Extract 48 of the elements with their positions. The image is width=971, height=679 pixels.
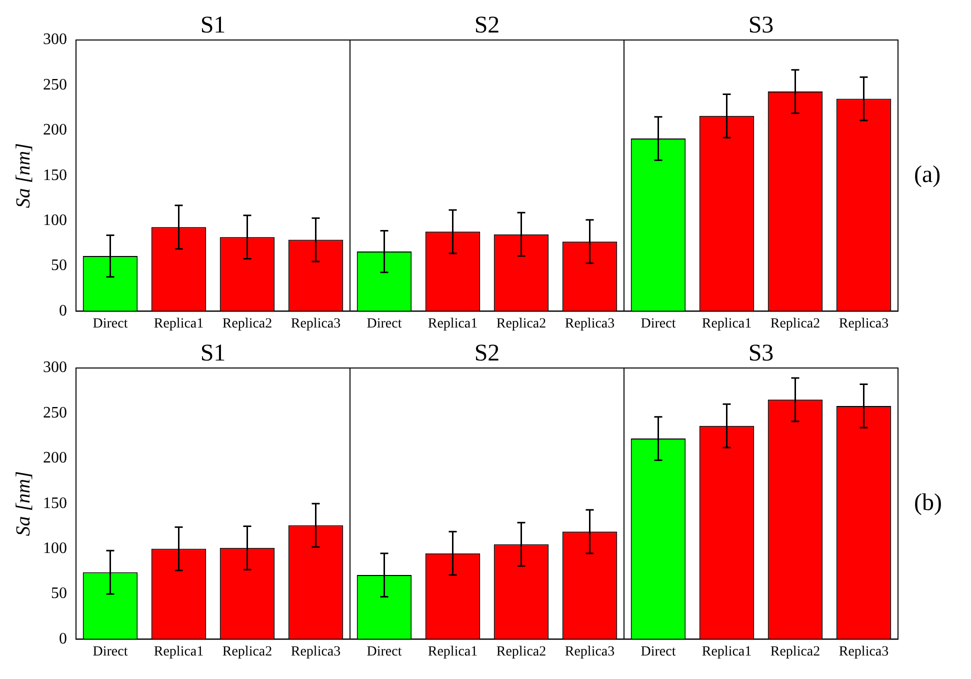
x-tick-label: Replica2 [770,316,820,332]
y-tick-label: 100 [43,212,67,230]
y-tick-label: 50 [51,585,67,602]
x-tick-label: Replica3 [290,644,341,660]
x-tick-label: Direct [92,316,128,332]
text: S2 [474,12,500,38]
y-tick-label: 100 [43,540,67,558]
x-tick-label: Replica1 [702,644,752,660]
x-tick-label: Replica2 [222,316,272,332]
x-tick-label: Replica3 [838,316,889,332]
y-tick-label: 200 [43,450,67,467]
y-tick-label: 150 [43,494,67,512]
x-tick-label: Replica1 [154,644,204,660]
x-tick-label: Replica2 [222,644,272,660]
x-tick-label: Replica2 [496,644,546,660]
x-tick-label: Replica3 [838,644,889,660]
text: S3 [748,340,774,366]
x-tick-label: Replica1 [702,316,752,332]
x-tick-label: Replica3 [290,316,341,332]
x-tick-label: Direct [366,644,402,660]
text: S1 [200,340,226,366]
x-tick-label: Replica1 [428,316,478,332]
text: S2 [474,340,500,366]
text: (b) [914,490,942,516]
text: S1 [200,12,226,38]
y-tick-label: 0 [59,302,67,320]
x-tick-label: Replica2 [770,644,820,660]
y-tick-label: 300 [43,31,67,48]
x-tick-label: Replica1 [154,316,204,332]
y-axis-title: Sa [nm] [12,471,34,536]
x-tick-label: Replica3 [564,644,615,660]
text: (a) [914,162,941,188]
y-tick-label: 300 [43,359,67,376]
x-tick-label: Direct [92,644,128,660]
y-tick-label: 250 [43,404,67,422]
y-tick-label: 150 [43,166,67,184]
y-tick-label: 200 [43,122,67,139]
x-tick-label: Replica2 [496,316,546,332]
x-tick-label: Direct [640,644,676,660]
x-tick-label: Direct [640,316,676,332]
y-axis-title: Sa [nm] [12,143,34,208]
x-tick-label: Replica1 [428,644,478,660]
x-tick-label: Direct [366,316,402,332]
y-tick-label: 50 [51,257,67,274]
x-tick-label: Replica3 [564,316,615,332]
text: S3 [748,12,774,38]
y-tick-label: 0 [59,630,67,648]
y-tick-label: 250 [43,76,67,94]
